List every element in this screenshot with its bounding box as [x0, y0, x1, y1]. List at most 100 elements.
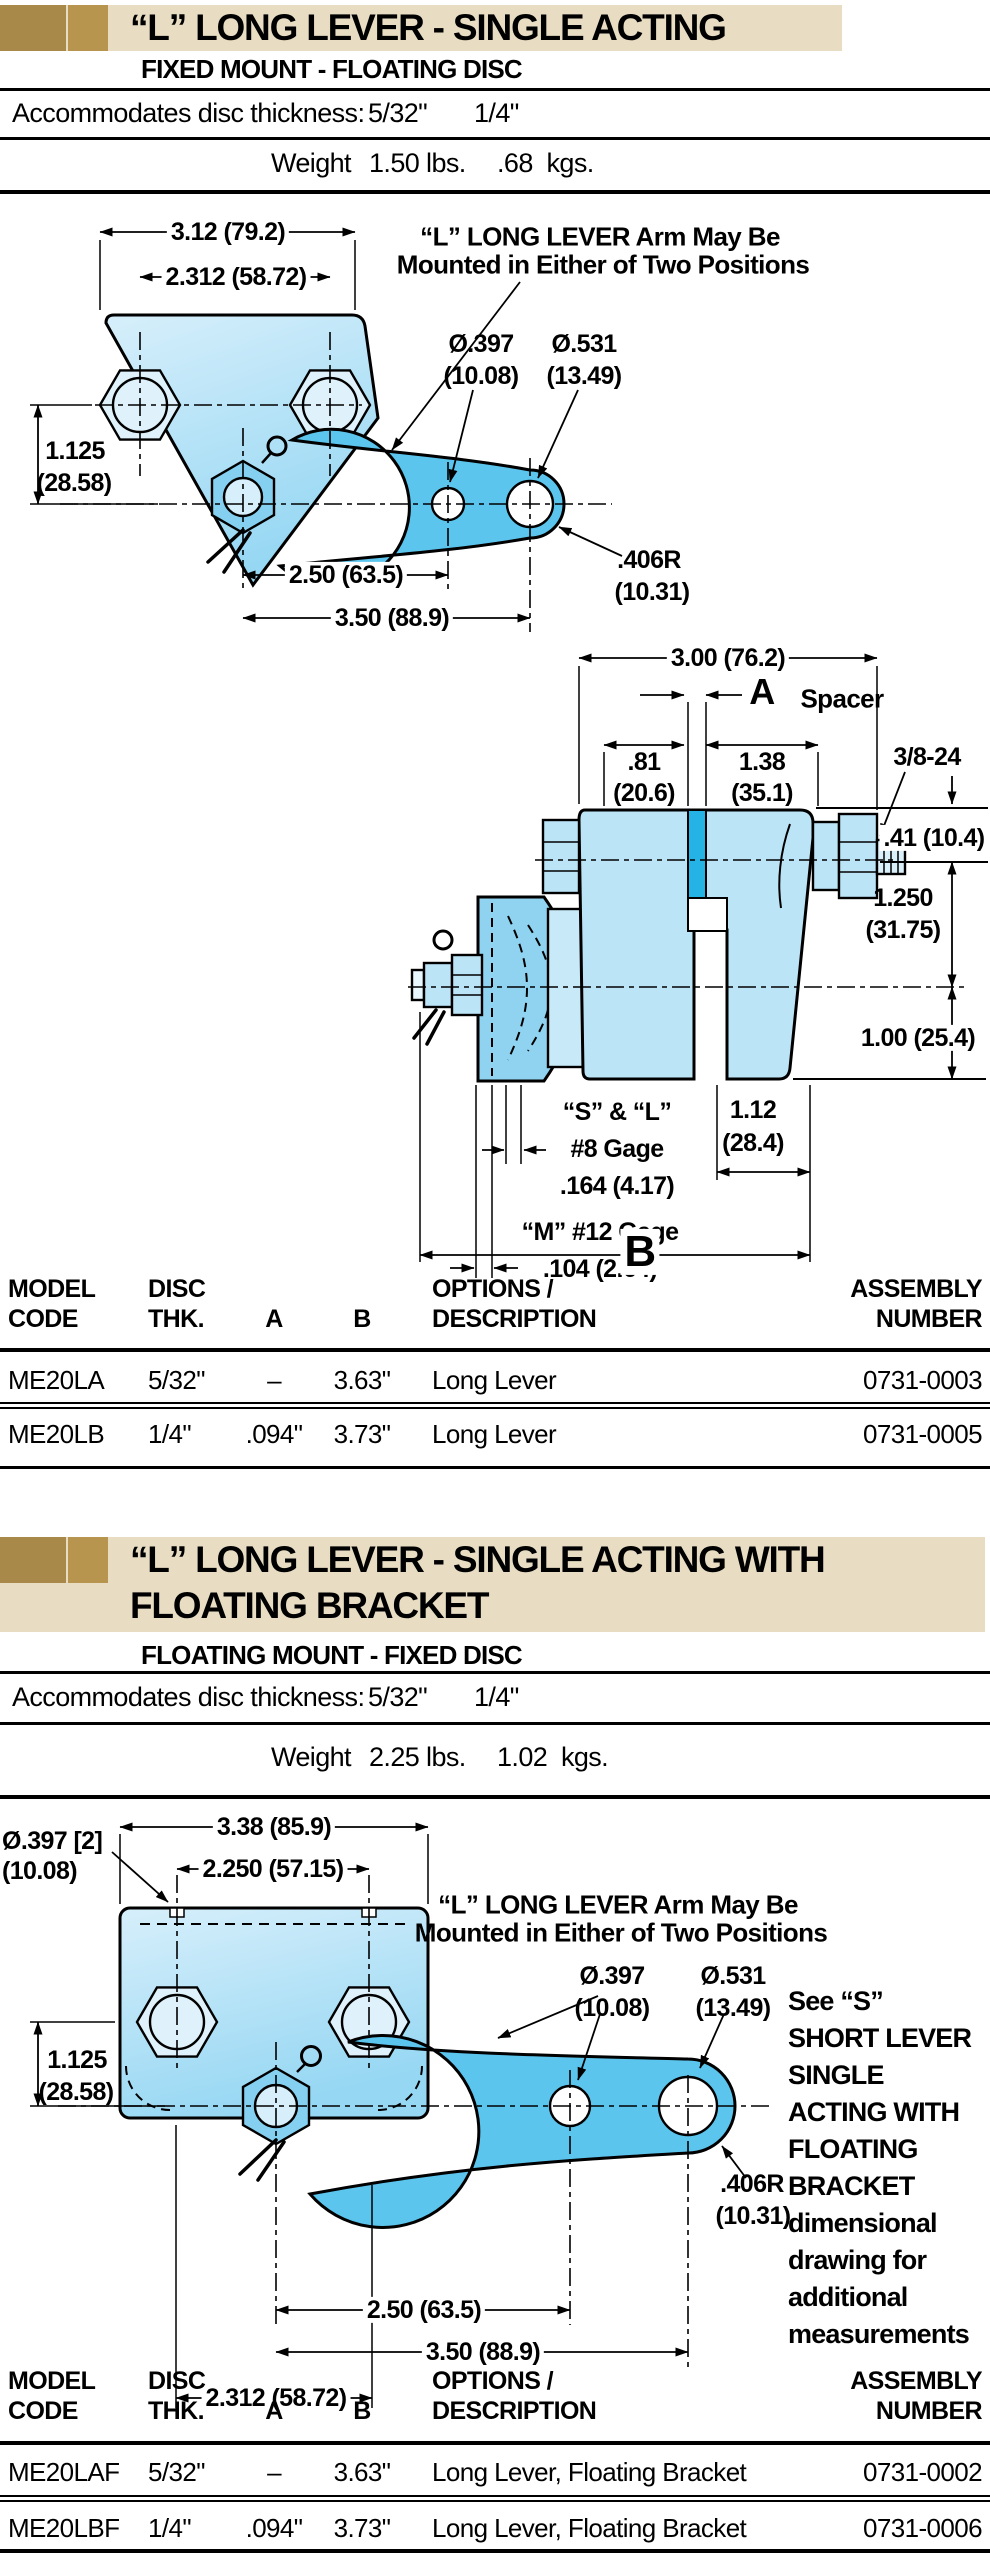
- d1-dim-holes: 2.312 (58.72): [161, 264, 311, 290]
- d2-dim-top: 3.00 (76.2): [666, 645, 790, 671]
- table1-header-rule: [0, 1348, 990, 1352]
- col-header-options: OPTIONS /: [432, 1275, 554, 1303]
- d2-dim-41: .41 (10.4): [879, 825, 989, 851]
- section2-subtitle: FLOATING MOUNT - FIXED DISC: [141, 1640, 523, 1670]
- d1-note-line2: Mounted in Either of Two Positions: [396, 249, 810, 280]
- table-row-desc: Long Lever: [432, 1365, 557, 1395]
- d2-dim-138: 1.38: [738, 747, 786, 776]
- d2-gage-sl-1: “S” & “L”: [562, 1097, 672, 1126]
- d2-spacer-a: A: [749, 671, 775, 713]
- d3-sidenote-line: dimensional: [788, 2208, 938, 2238]
- table2-row-sep: [0, 2495, 990, 2497]
- d2-dim-100: 1.00 (25.4): [856, 1025, 980, 1051]
- rule: [0, 1722, 990, 1725]
- d1-dia-big-mm: (13.49): [546, 361, 622, 390]
- rule: [0, 1795, 990, 1799]
- table-row-b: 3.63": [333, 1365, 391, 1395]
- d1-radius-mm: (10.31): [614, 577, 690, 606]
- d2-spacer-word: Spacer: [800, 683, 884, 714]
- d3-dia2-mm: (10.08): [2, 1857, 78, 1885]
- table-row-b: 3.73": [333, 2513, 391, 2543]
- d3-note-line1: “L” LONG LEVER Arm May Be: [438, 1889, 798, 1920]
- d3-dim-width: 3.38 (85.9): [212, 1814, 336, 1840]
- d3-dia2-label: Ø.397 [2]: [2, 1827, 103, 1855]
- d2-dim-112-mm: (28.4): [722, 1128, 784, 1157]
- d3-note-line2: Mounted in Either of Two Positions: [414, 1917, 828, 1948]
- rule: [0, 1671, 990, 1674]
- section1-weight-lbs: 1.50 lbs.: [369, 148, 466, 178]
- table-row-model: ME20LBF: [8, 2513, 120, 2543]
- section1-header-bar: [0, 5, 842, 51]
- col-header-thk: DISC: [148, 2367, 206, 2395]
- d2-gage-sl-3: .164 (4.17): [559, 1171, 675, 1200]
- d2-dim-138-mm: (35.1): [731, 778, 793, 807]
- section1-spec-label: Accommodates disc thickness:: [12, 98, 365, 128]
- d1-dim-hole2: 3.50 (88.9): [330, 605, 454, 631]
- table-row-a: –: [267, 2457, 281, 2487]
- d1-dim-vertical-mm: (28.58): [36, 468, 112, 497]
- section2-weight-label: Weight: [271, 1742, 352, 1772]
- d2-thread-label: 3/8-24: [893, 742, 961, 771]
- table-row-model: ME20LB: [8, 1419, 105, 1449]
- table-row-a: .094": [245, 2513, 303, 2543]
- table-row-asm: 0731-0006: [863, 2513, 983, 2543]
- table-row-model: ME20LA: [8, 1365, 105, 1395]
- col-header-options2: DESCRIPTION: [432, 2397, 597, 2425]
- col-header-model2: CODE: [8, 1305, 78, 1333]
- section2-title-line1: “L” LONG LEVER - SINGLE ACTING WITH: [130, 1539, 826, 1580]
- section2-spec-label: Accommodates disc thickness:: [12, 1682, 365, 1712]
- d3-sidenote-line: additional: [788, 2282, 908, 2312]
- table1-row-sep: [0, 1402, 990, 1404]
- d3-dia-small-label: Ø.397: [579, 1961, 645, 1990]
- d3-dim-offset: 2.312 (58.72): [201, 2385, 351, 2411]
- section1-spec-value-2: 1/4": [474, 98, 519, 128]
- d2-dim-112: 1.12: [729, 1095, 777, 1124]
- d2-dim-1250-mm: (31.75): [865, 915, 941, 944]
- col-header-a: A: [265, 1305, 283, 1333]
- drawing2-side-section-view: [408, 653, 988, 1278]
- d3-sidenote-line: BRACKET: [788, 2171, 915, 2201]
- col-header-assembly2: NUMBER: [875, 2397, 983, 2425]
- table-row-thk: 1/4": [148, 1419, 192, 1449]
- table-row-b: 3.63": [333, 2457, 391, 2487]
- d3-dia-big-label: Ø.531: [700, 1961, 766, 1990]
- d3-sidenote-line: FLOATING: [788, 2134, 918, 2164]
- col-header-options2: DESCRIPTION: [432, 1305, 597, 1333]
- table-row-a: .094": [245, 1419, 303, 1449]
- table-row-model: ME20LAF: [8, 2457, 120, 2487]
- col-header-b: B: [353, 1305, 371, 1333]
- section1-brown-block: [0, 5, 66, 51]
- table-row-thk: 1/4": [148, 2513, 192, 2543]
- table-row-asm: 0731-0003: [863, 1365, 983, 1395]
- section1-brown-block-2: [68, 5, 108, 51]
- d3-dim-holes: 2.250 (57.15): [198, 1856, 348, 1882]
- table-row-asm: 0731-0005: [863, 1419, 983, 1449]
- d3-dia-big-mm: (13.49): [695, 1993, 771, 2022]
- table-row-desc: Long Lever, Floating Bracket: [432, 2457, 747, 2487]
- table-row-a: –: [267, 1365, 281, 1395]
- d2-dim-81-mm: (20.6): [613, 778, 675, 807]
- table1-row-sep2: [0, 1407, 990, 1409]
- section2-header-bar: [0, 1537, 985, 1632]
- d2-dim-1250: 1.250: [873, 883, 933, 912]
- section1-subtitle: FIXED MOUNT - FLOATING DISC: [141, 54, 523, 84]
- table1-bottom-rule: [0, 1466, 990, 1469]
- d3-sidenote-line: measurements: [788, 2319, 970, 2349]
- d1-dia-small-label: Ø.397: [448, 329, 514, 358]
- col-header-model2: CODE: [8, 2397, 78, 2425]
- section2-spec-value-2: 1/4": [474, 1682, 519, 1712]
- table2-bottom-rule: [0, 2549, 990, 2553]
- col-header-thk: DISC: [148, 1275, 206, 1303]
- d1-dim-hole1: 2.50 (63.5): [284, 562, 408, 588]
- section2-spec-value-1: 5/32": [368, 1682, 428, 1712]
- d1-dim-width: 3.12 (79.2): [166, 219, 290, 245]
- d1-dim-vertical: 1.125: [45, 436, 105, 465]
- table2-header-rule: [0, 2441, 990, 2445]
- section2-title-line2: FLOATING BRACKET: [130, 1585, 490, 1626]
- table-row-b: 3.73": [333, 1419, 391, 1449]
- col-header-assembly: ASSEMBLY: [850, 1275, 982, 1303]
- d3-sidenote-line: drawing for: [788, 2245, 927, 2275]
- section1-weight-kgs: .68 kgs.: [497, 148, 594, 178]
- section1-title: “L” LONG LEVER - SINGLE ACTING: [130, 7, 727, 48]
